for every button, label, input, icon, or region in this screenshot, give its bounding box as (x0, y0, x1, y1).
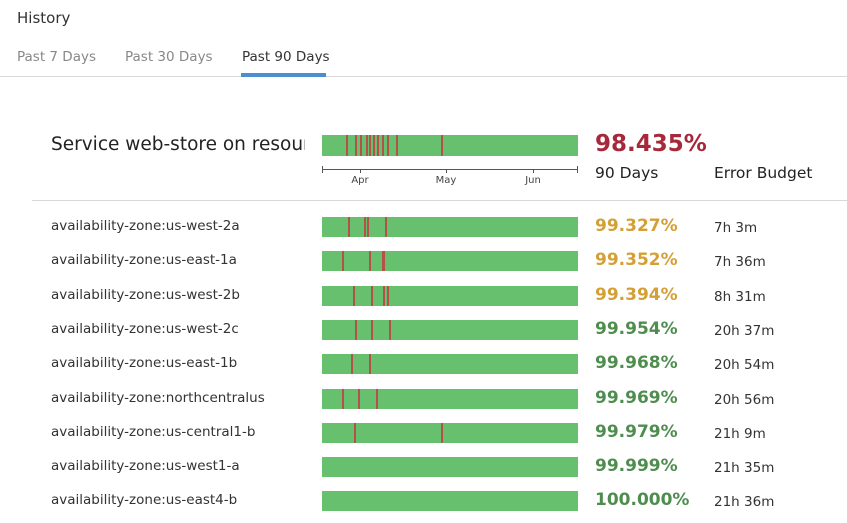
zone-uptime-bar[interactable] (322, 457, 578, 478)
active-tab-indicator (241, 73, 326, 77)
zone-uptime-percent: 99.979% (595, 421, 678, 442)
axis-tick (533, 169, 534, 173)
zone-error-budget: 20h 54m (714, 357, 775, 374)
summary-uptime-percent: 98.435% (595, 131, 707, 157)
timeline-axis: Apr May Jun (322, 163, 578, 193)
incident-marker[interactable] (373, 135, 375, 156)
incident-marker[interactable] (354, 422, 356, 443)
incident-marker[interactable] (387, 135, 389, 156)
zone-error-budget: 21h 36m (714, 494, 775, 511)
zone-name[interactable]: availability-zone:us-west1-a (51, 458, 240, 475)
axis-month-label: Apr (351, 175, 369, 186)
incident-marker[interactable] (342, 251, 344, 272)
incident-marker[interactable] (377, 135, 379, 156)
zone-name[interactable]: availability-zone:us-west-2b (51, 286, 240, 303)
incident-marker[interactable] (360, 135, 362, 156)
zone-uptime-bar[interactable] (322, 217, 578, 237)
zone-uptime-percent: 99.969% (595, 387, 678, 408)
incident-marker[interactable] (355, 319, 357, 340)
incident-marker[interactable] (367, 217, 369, 237)
tab-bar: Past 7 Days Past 30 Days Past 90 Days (0, 46, 847, 77)
incident-marker[interactable] (385, 217, 387, 237)
zone-uptime-bar[interactable] (322, 388, 578, 409)
zone-uptime-percent: 99.394% (595, 284, 678, 305)
incident-marker[interactable] (382, 135, 384, 156)
incident-marker[interactable] (366, 135, 368, 156)
zone-name[interactable]: availability-zone:us-west-2c (51, 320, 239, 337)
zone-name[interactable]: availability-zone:us-east-1a (51, 252, 237, 269)
axis-line (322, 169, 578, 170)
divider (32, 200, 847, 201)
incident-marker[interactable] (369, 251, 371, 272)
zone-uptime-percent: 99.968% (595, 353, 678, 374)
zone-uptime-bar[interactable] (322, 285, 578, 306)
zone-error-budget: 20h 56m (714, 391, 775, 408)
zone-name[interactable]: availability-zone:us-east-1b (51, 355, 238, 372)
history-title: History (17, 9, 71, 27)
zone-uptime-bar[interactable] (322, 319, 578, 340)
incident-marker[interactable] (355, 135, 357, 156)
zone-uptime-percent: 99.999% (595, 456, 678, 477)
zone-error-budget: 7h 3m (714, 220, 758, 236)
zone-uptime-percent: 99.327% (595, 216, 678, 236)
incident-marker[interactable] (342, 388, 344, 409)
zone-name[interactable]: availability-zone:us-west-2a (51, 218, 240, 234)
incident-marker[interactable] (383, 251, 385, 272)
zone-name[interactable]: availability-zone:us-east4-b (51, 492, 238, 509)
incident-marker[interactable] (364, 217, 366, 237)
incident-marker[interactable] (353, 285, 355, 306)
tab-past-90-days[interactable]: Past 90 Days (242, 49, 330, 65)
zone-error-budget: 21h 35m (714, 460, 775, 477)
zone-error-budget: 7h 36m (714, 254, 766, 271)
service-name: Service web-store on resource (51, 134, 305, 155)
incident-marker[interactable] (346, 135, 348, 156)
incident-marker[interactable] (441, 422, 443, 443)
zone-uptime-bar[interactable] (322, 354, 578, 375)
zone-error-budget: 21h 9m (714, 425, 766, 442)
incident-marker[interactable] (389, 319, 391, 340)
tab-past-30-days[interactable]: Past 30 Days (125, 49, 213, 65)
axis-start-tick (322, 166, 323, 173)
summary-uptime-bar[interactable] (322, 135, 578, 156)
zone-uptime-bar[interactable] (322, 251, 578, 272)
error-budget-column-header: Error Budget (714, 164, 813, 182)
incident-marker[interactable] (348, 217, 350, 237)
tab-past-7-days[interactable]: Past 7 Days (17, 49, 96, 65)
incident-marker[interactable] (351, 354, 353, 375)
axis-month-label: May (435, 175, 457, 186)
zone-uptime-bar[interactable] (322, 491, 578, 512)
axis-end-tick (577, 166, 578, 173)
axis-tick (446, 169, 447, 173)
days-column-header: 90 Days (595, 164, 659, 182)
axis-month-label: Jun (525, 175, 541, 186)
zone-uptime-percent: 99.954% (595, 318, 678, 339)
incident-marker[interactable] (396, 135, 398, 156)
incident-marker[interactable] (371, 285, 373, 306)
axis-tick (360, 169, 361, 173)
incident-marker[interactable] (387, 285, 389, 306)
zone-name[interactable]: availability-zone:northcentralus (51, 389, 265, 406)
incident-marker[interactable] (441, 135, 443, 156)
incident-marker[interactable] (369, 354, 371, 375)
zone-error-budget: 20h 37m (714, 322, 775, 339)
incident-marker[interactable] (383, 285, 385, 306)
zone-uptime-percent: 99.352% (595, 250, 678, 271)
incident-marker[interactable] (358, 388, 360, 409)
incident-marker[interactable] (369, 135, 371, 156)
incident-marker[interactable] (376, 388, 378, 409)
incident-marker[interactable] (371, 319, 373, 340)
zone-error-budget: 8h 31m (714, 288, 766, 305)
zone-name[interactable]: availability-zone:us-central1-b (51, 423, 256, 440)
zone-uptime-bar[interactable] (322, 422, 578, 443)
zone-uptime-percent: 100.000% (595, 490, 690, 511)
